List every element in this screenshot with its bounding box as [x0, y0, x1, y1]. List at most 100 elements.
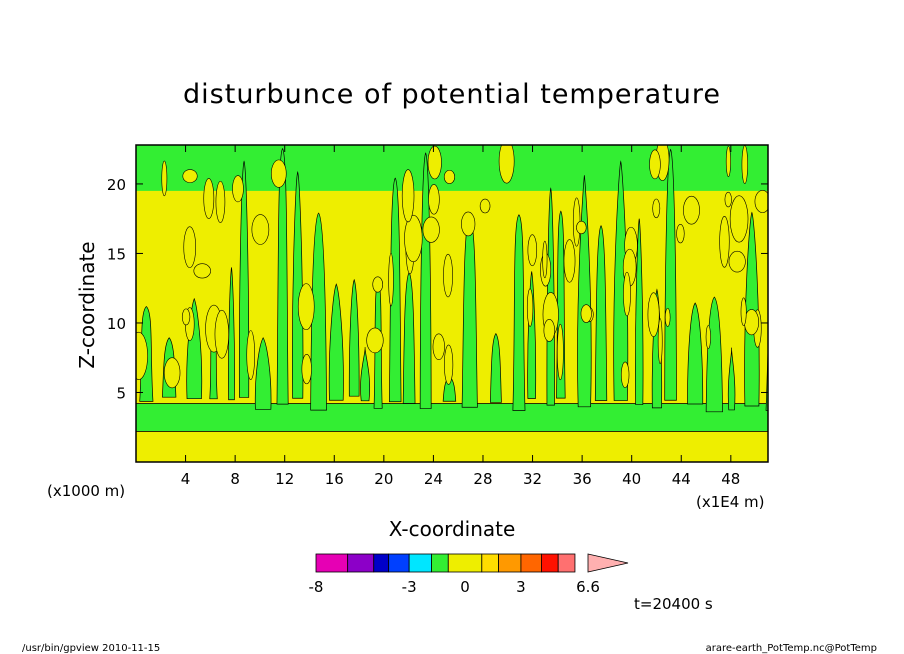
- negative-streak: [348, 278, 360, 397]
- colorbar-segment: [481, 553, 499, 573]
- positive-blob: [623, 271, 631, 317]
- positive-blob: [461, 211, 476, 237]
- positive-blob: [136, 331, 148, 380]
- colorbar-segment: [447, 553, 483, 573]
- colorbar-label: 6.6: [576, 578, 600, 596]
- y-tick-label: 5: [116, 384, 126, 402]
- colorbar: -8 -3 0 3 6.6: [309, 553, 629, 596]
- positive-blob: [181, 308, 191, 326]
- positive-blob: [301, 354, 312, 385]
- positive-blob: [543, 319, 555, 342]
- positive-blob: [657, 318, 663, 365]
- x-tick-label: 44: [672, 470, 691, 488]
- positive-blob: [479, 198, 491, 214]
- y-tick-label: 20: [107, 176, 126, 194]
- negative-streak: [705, 296, 723, 413]
- negative-streak: [727, 347, 736, 411]
- positive-blob: [526, 288, 534, 327]
- time-label: t=20400 s: [634, 595, 713, 613]
- plot-frame: [135, 144, 769, 463]
- x-tick-label: 16: [325, 470, 344, 488]
- x-tick-label: 36: [573, 470, 592, 488]
- positive-blob: [556, 323, 564, 381]
- colorbar-segment: [315, 553, 349, 573]
- x-tick-label: 8: [230, 470, 240, 488]
- colorbar-segment: [557, 553, 576, 573]
- positive-blob: [741, 145, 748, 184]
- footer-right: arare-earth_PotTemp.nc@PotTemp: [706, 643, 877, 654]
- positive-blob: [161, 160, 168, 197]
- negative-streak: [419, 152, 432, 409]
- x-tick-label: 24: [424, 470, 443, 488]
- positive-blob: [246, 330, 256, 380]
- positive-blob: [576, 220, 587, 235]
- negative-streak: [489, 333, 502, 403]
- negative-streak: [238, 160, 250, 398]
- positive-blob: [443, 169, 456, 184]
- negative-streak: [360, 347, 370, 402]
- positive-blob: [652, 198, 661, 219]
- positive-blob: [401, 169, 415, 223]
- negative-streak: [664, 148, 677, 401]
- footer-left: /usr/bin/gpview 2010-11-15: [22, 643, 160, 654]
- y-tick-label: 10: [107, 315, 126, 333]
- positive-blob: [705, 325, 711, 349]
- x-tick-label: 48: [721, 470, 740, 488]
- plot-area: [135, 144, 769, 463]
- positive-blob: [251, 214, 270, 245]
- colorbar-segment: [541, 553, 559, 573]
- x-unit-right: (x1E4 m): [696, 493, 765, 511]
- positive-blob: [404, 214, 423, 263]
- positive-blob: [664, 307, 671, 327]
- positive-blob: [422, 216, 440, 243]
- x-tick-label: 12: [275, 470, 294, 488]
- positive-blob: [683, 195, 700, 225]
- negative-streak: [635, 218, 644, 405]
- negative-streak: [328, 283, 344, 401]
- positive-blob: [620, 361, 630, 389]
- positive-blob: [215, 180, 226, 223]
- positive-blob: [649, 149, 661, 180]
- positive-blob: [676, 223, 685, 244]
- colorbar-segment: [408, 553, 432, 573]
- positive-blob: [444, 344, 454, 385]
- colorbar-label: 0: [460, 578, 470, 596]
- colorbar-label: -3: [402, 578, 417, 596]
- negative-band: [136, 403, 768, 432]
- chart-title: disturbunce of potential temperature: [183, 79, 721, 110]
- positive-blob: [729, 195, 749, 243]
- positive-blob: [744, 309, 760, 336]
- positive-blob: [203, 178, 215, 219]
- colorbar-segment: [373, 553, 390, 573]
- positive-blob: [388, 253, 394, 307]
- colorbar-segment: [388, 553, 410, 573]
- negative-streak: [594, 225, 608, 401]
- y-axis-ticks: 5 10 15 20: [107, 176, 768, 402]
- positive-blob: [427, 145, 442, 180]
- positive-blob: [163, 357, 181, 389]
- x-axis-ticks: 4 8 12 16 20 24 28 32 36 40 44 48: [181, 145, 740, 488]
- colorbar-segment: [347, 553, 375, 573]
- y-tick-label: 15: [107, 245, 126, 263]
- positive-blob: [193, 263, 211, 279]
- y-axis-label: Z-coordinate: [75, 241, 99, 368]
- colorbar-segment: [498, 553, 522, 573]
- positive-blob: [724, 191, 732, 208]
- positive-blob: [647, 292, 660, 337]
- positive-blob: [725, 146, 731, 177]
- positive-blob: [443, 253, 453, 298]
- positive-blob: [527, 234, 538, 267]
- positive-blob: [297, 283, 315, 331]
- positive-blob: [754, 189, 768, 213]
- x-axis-label: X-coordinate: [389, 517, 516, 541]
- positive-blob: [740, 297, 747, 326]
- colorbar-label: 3: [516, 578, 526, 596]
- negative-streak: [254, 337, 272, 410]
- x-tick-label: 28: [473, 470, 492, 488]
- x-tick-label: 20: [374, 470, 393, 488]
- negative-streak: [687, 302, 704, 405]
- positive-blob: [183, 226, 197, 269]
- x-tick-label: 40: [622, 470, 641, 488]
- positive-blob: [498, 145, 515, 184]
